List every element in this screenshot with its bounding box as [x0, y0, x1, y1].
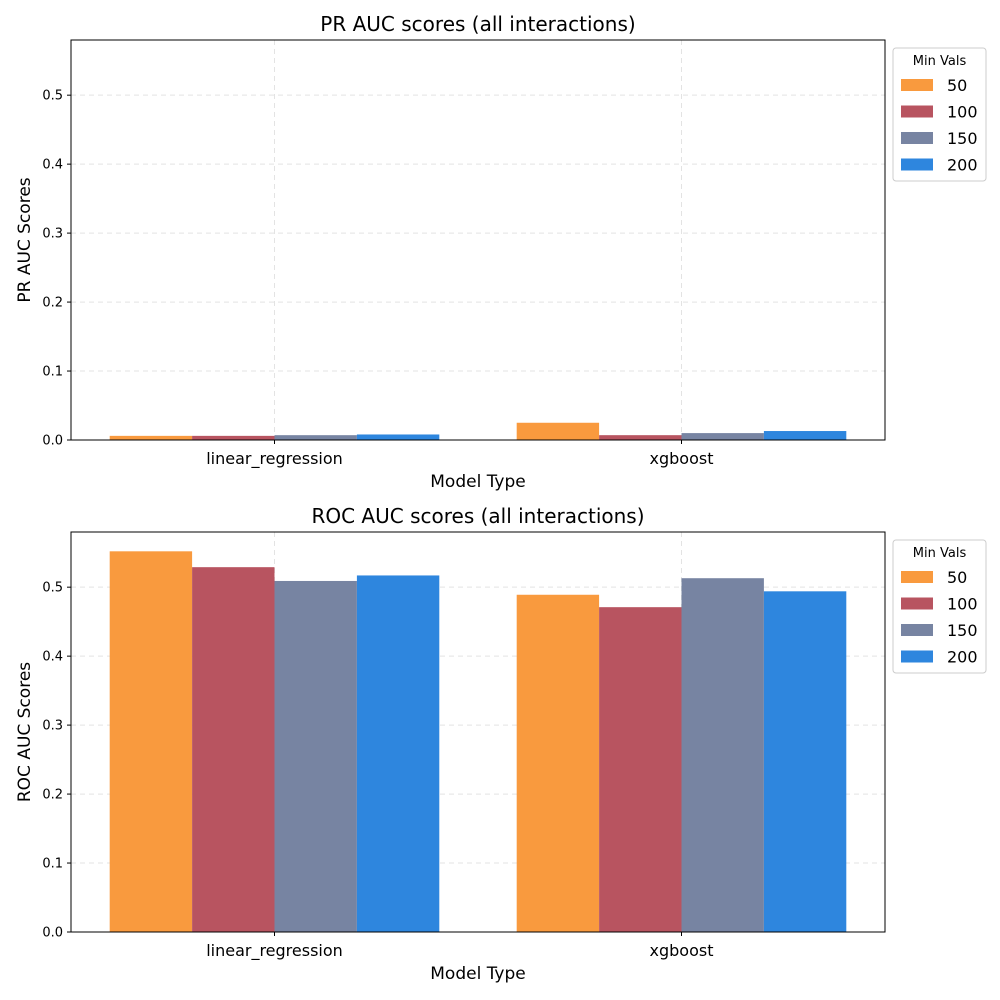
- legend-title: Min Vals: [913, 546, 967, 561]
- legend-swatch-100: [901, 597, 933, 610]
- legend-label-200: 200: [947, 156, 978, 175]
- x-tick-label: xgboost: [650, 941, 714, 960]
- chart-panel-pr-auc: 0.0 0.1 0.2 0.3 0.4 0.5 linear_regression xgboo…: [15, 12, 987, 492]
- y-tick-label: 0.2: [42, 296, 63, 311]
- legend-swatch-200: [901, 158, 933, 171]
- y-tick-label: 0.3: [42, 719, 63, 734]
- legend-label-50: 50: [947, 568, 967, 587]
- y-tick-label: 0.0: [42, 926, 63, 941]
- x-tick-label: xgboost: [650, 449, 714, 468]
- bar-150-linear_regression: [274, 435, 357, 440]
- legend: Min Vals 50 100 150 200: [892, 539, 987, 674]
- legend-label-150: 150: [947, 129, 978, 148]
- y-tick-label: 0.0: [42, 434, 63, 449]
- legend-label-50: 50: [947, 76, 967, 95]
- legend-label-200: 200: [947, 648, 978, 667]
- bar-50-xgboost: [516, 594, 600, 932]
- bar-150-linear_regression: [274, 580, 357, 932]
- legend: Min Vals 50 100 150 200: [892, 47, 987, 182]
- y-tick-label: 0.5: [42, 581, 63, 596]
- y-axis-label: ROC AUC Scores: [15, 662, 35, 802]
- chart-panel-roc-auc: 0.0 0.1 0.2 0.3 0.4 0.5 linear_regression xgboo…: [15, 504, 987, 984]
- y-tick-label: 0.4: [42, 650, 63, 665]
- legend-swatch-200: [901, 650, 933, 663]
- legend-label-100: 100: [947, 103, 978, 122]
- bar-150-xgboost: [681, 433, 764, 440]
- y-tick-label: 0.1: [42, 857, 63, 872]
- bar-150-xgboost: [681, 578, 764, 932]
- legend-label-150: 150: [947, 621, 978, 640]
- bar-200-xgboost: [763, 431, 847, 440]
- legend-swatch-50: [901, 79, 933, 91]
- legend-label-100: 100: [947, 595, 978, 614]
- bar-200-linear_regression: [356, 575, 440, 932]
- legend-swatch-100: [901, 105, 933, 118]
- y-tick-label: 0.2: [42, 788, 63, 803]
- y-tick-label: 0.4: [42, 158, 63, 173]
- bar-100-xgboost: [599, 435, 682, 440]
- chart-title: ROC AUC scores (all interactions): [311, 504, 644, 528]
- bar-200-xgboost: [763, 591, 847, 932]
- x-tick-label: linear_regression: [206, 941, 343, 961]
- legend-title: Min Vals: [913, 54, 967, 69]
- bar-50-linear_regression: [109, 435, 193, 440]
- y-axis-label: PR AUC Scores: [15, 177, 35, 302]
- y-tick-label: 0.3: [42, 227, 63, 242]
- bar-100-xgboost: [599, 607, 682, 932]
- bar-50-linear_regression: [109, 551, 193, 932]
- bar-100-linear_regression: [192, 435, 275, 440]
- legend-swatch-50: [901, 571, 933, 583]
- bar-100-linear_regression: [192, 567, 275, 932]
- plot-frame: [70, 531, 886, 933]
- bar-200-linear_regression: [356, 434, 440, 440]
- legend-swatch-150: [901, 132, 933, 144]
- x-axis-label: Model Type: [430, 472, 526, 492]
- bar-50-xgboost: [516, 422, 600, 440]
- chart-title: PR AUC scores (all interactions): [320, 12, 635, 36]
- y-tick-label: 0.5: [42, 89, 63, 104]
- x-axis-label: Model Type: [430, 964, 526, 984]
- plot-frame: [70, 39, 886, 441]
- legend-swatch-150: [901, 624, 933, 636]
- x-tick-label: linear_regression: [206, 449, 343, 469]
- y-tick-label: 0.1: [42, 365, 63, 380]
